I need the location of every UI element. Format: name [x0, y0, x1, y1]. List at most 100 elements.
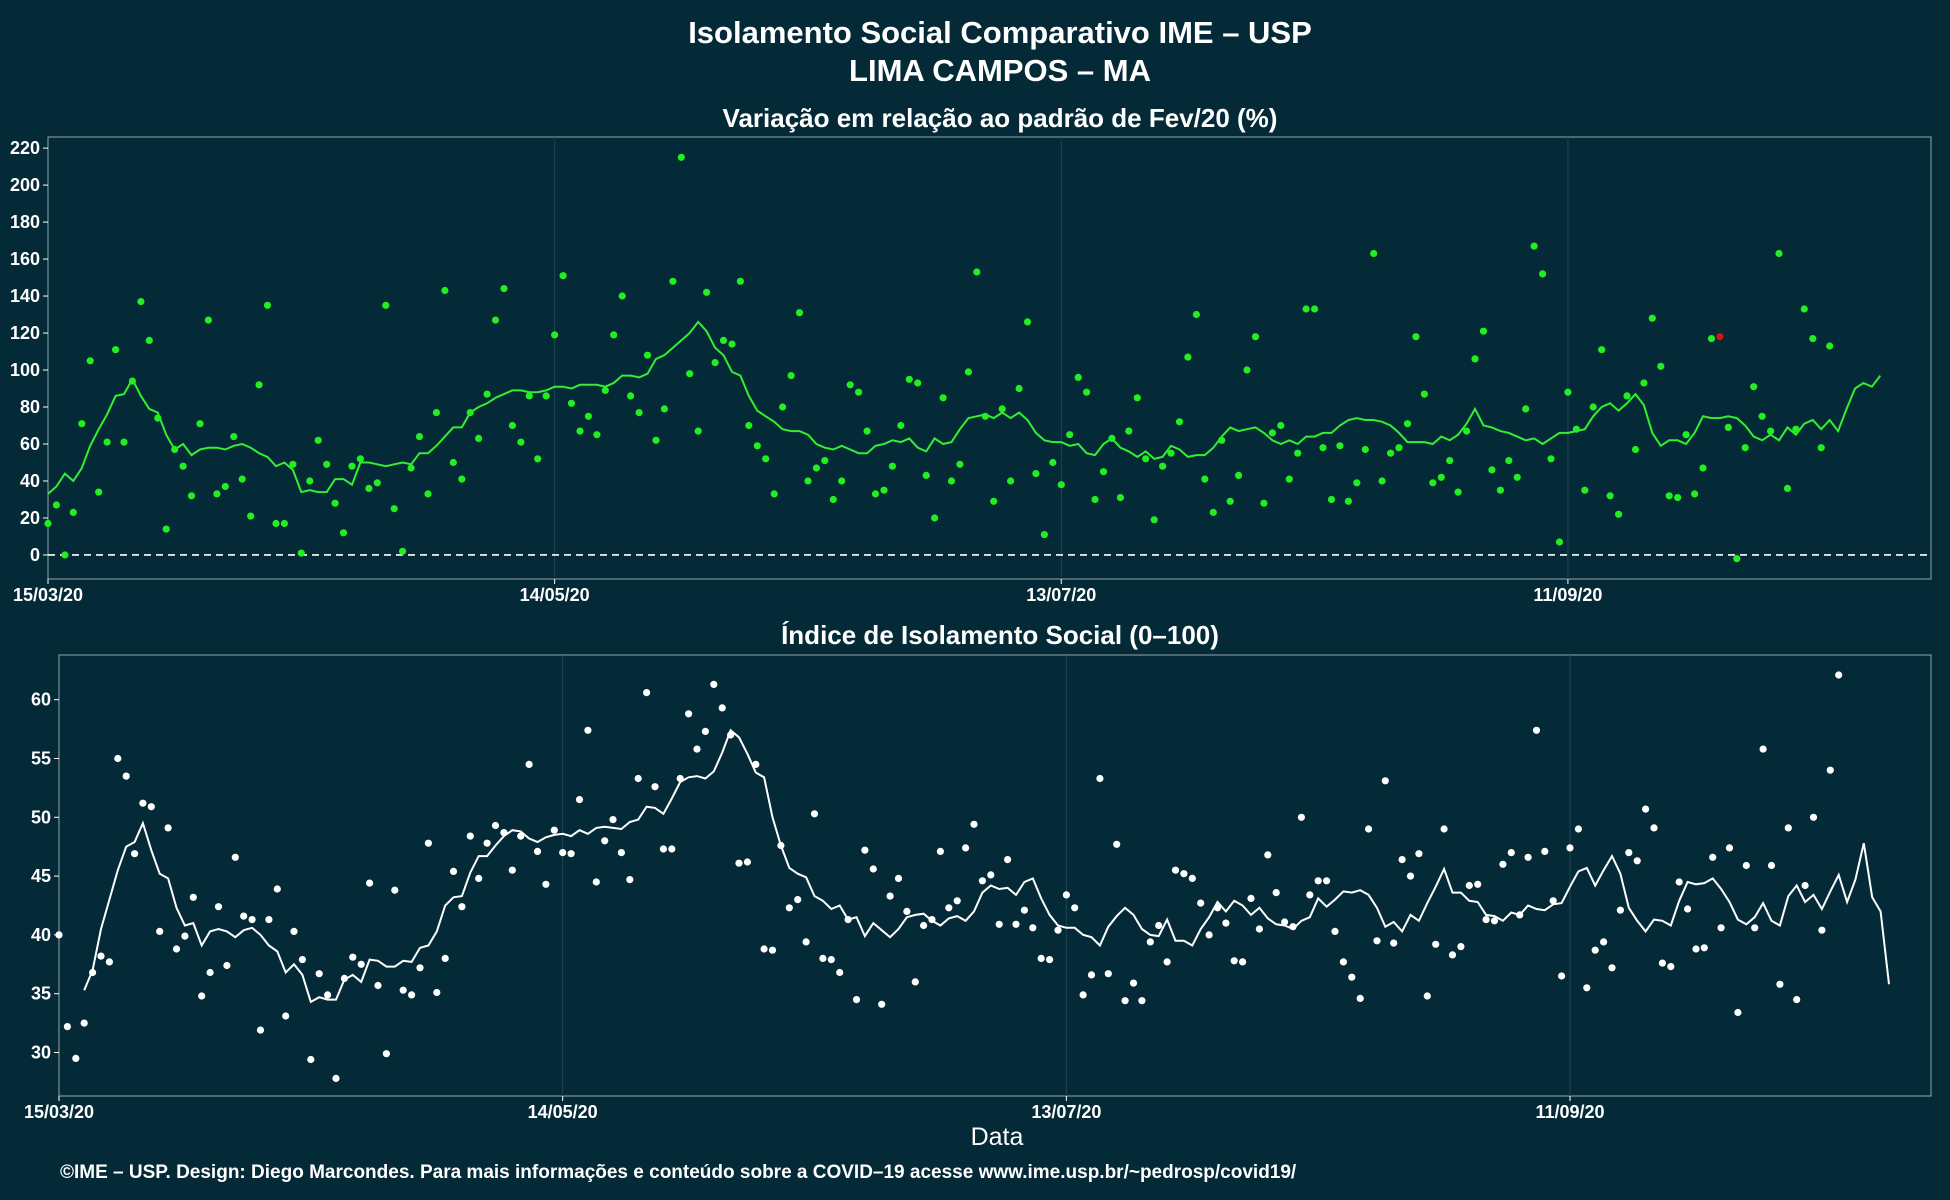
variation-data-point — [196, 420, 204, 428]
variation-data-point — [1539, 270, 1547, 278]
variation-data-point — [1522, 405, 1530, 413]
location-title: LIMA CAMPOS – MA — [849, 53, 1151, 88]
index-data-point — [693, 745, 701, 753]
index-data-point — [1801, 881, 1809, 890]
index-data-point — [861, 846, 869, 854]
index-data-point — [970, 820, 978, 828]
index-data-point — [559, 849, 567, 857]
variation-data-point — [1783, 484, 1792, 492]
variation-data-point — [373, 479, 381, 487]
index-data-point — [575, 796, 584, 804]
index-data-point — [1692, 945, 1700, 953]
index-data-point — [844, 916, 852, 924]
index-data-point — [1499, 860, 1507, 868]
variation-y-tick-label: 140 — [10, 286, 40, 306]
variation-data-point — [990, 497, 998, 505]
variation-data-point — [567, 399, 576, 407]
index-data-point — [878, 1000, 886, 1008]
variation-data-point — [382, 301, 390, 309]
index-data-point — [181, 932, 189, 940]
index-data-point — [1742, 861, 1750, 870]
index-data-point — [1776, 980, 1784, 988]
variation-data-point — [120, 438, 128, 446]
variation-data-point — [964, 368, 973, 376]
variation-data-point — [931, 514, 939, 522]
index-data-point — [1793, 996, 1801, 1004]
index-data-point — [1600, 938, 1608, 946]
variation-data-point — [61, 551, 69, 559]
variation-data-point — [1699, 464, 1707, 472]
index-data-point — [1029, 924, 1037, 932]
index-data-point — [1356, 994, 1364, 1003]
variation-data-point — [1023, 318, 1032, 326]
variation-data-point — [204, 316, 212, 324]
variation-data-point — [128, 377, 136, 385]
index-data-point — [894, 874, 903, 883]
index-data-point — [391, 886, 399, 894]
index-data-point — [584, 726, 592, 734]
variation-data-point — [432, 409, 440, 417]
variation-data-point — [1809, 335, 1817, 343]
index-data-point — [1406, 872, 1415, 880]
variation-data-point — [1463, 427, 1471, 435]
index-data-point — [819, 954, 827, 963]
x-axis-label: Data — [971, 1123, 1024, 1151]
variation-data-point — [711, 359, 719, 367]
index-x-tick-label: 11/09/20 — [1535, 1102, 1604, 1122]
index-data-point — [743, 858, 752, 866]
index-data-point — [634, 774, 642, 783]
variation-data-point — [1285, 475, 1293, 483]
variation-data-point — [1615, 510, 1623, 518]
variation-data-point — [601, 386, 609, 394]
variation-data-point — [694, 427, 702, 435]
index-data-point — [1222, 919, 1230, 927]
variation-data-point — [1387, 449, 1395, 457]
variation-data-point — [1623, 392, 1631, 400]
index-panel-title: Índice de Isolamento Social (0–100) — [781, 620, 1219, 650]
variation-y-tick-label: 20 — [20, 508, 40, 528]
variation-data-point — [263, 301, 272, 309]
variation-data-point — [213, 490, 221, 498]
variation-data-point — [576, 427, 584, 435]
index-data-point — [1457, 943, 1465, 951]
variation-data-point — [762, 455, 770, 463]
variation-data-point — [95, 488, 103, 496]
main-title: Isolamento Social Comparativo IME – USP — [688, 15, 1312, 50]
variation-data-point — [736, 277, 745, 285]
variation-data-point — [1251, 333, 1260, 341]
index-data-point — [1348, 973, 1356, 981]
variation-data-point — [69, 508, 77, 516]
index-data-point — [273, 885, 281, 893]
index-data-point — [198, 992, 206, 1000]
index-data-point — [1146, 938, 1154, 946]
variation-data-point — [1496, 486, 1504, 494]
variation-data-point — [804, 477, 812, 485]
index-data-point — [869, 865, 877, 873]
index-data-point — [1121, 997, 1129, 1005]
variation-data-point — [1083, 388, 1091, 396]
index-data-point — [1239, 958, 1247, 966]
variation-data-point — [1826, 342, 1834, 350]
index-data-point — [114, 754, 122, 763]
variation-data-point — [1226, 497, 1234, 505]
index-data-point — [1507, 849, 1515, 857]
variation-data-point — [871, 490, 880, 498]
index-data-point — [1096, 774, 1104, 783]
variation-data-point — [939, 394, 947, 402]
index-data-point — [466, 832, 474, 840]
variation-data-point — [855, 388, 863, 396]
variation-data-point — [1581, 486, 1589, 494]
variation-data-point — [1420, 390, 1428, 398]
index-data-point — [1541, 847, 1549, 856]
variation-data-point — [289, 460, 297, 468]
index-data-point — [131, 850, 139, 858]
variation-data-point — [1750, 383, 1758, 391]
variation-data-point — [1311, 305, 1319, 313]
variation-data-point — [1175, 418, 1184, 426]
variation-data-point — [863, 427, 871, 435]
index-data-point — [1767, 861, 1776, 870]
variation-data-point — [787, 372, 795, 380]
variation-data-point — [1530, 242, 1538, 250]
variation-data-point — [365, 484, 373, 492]
